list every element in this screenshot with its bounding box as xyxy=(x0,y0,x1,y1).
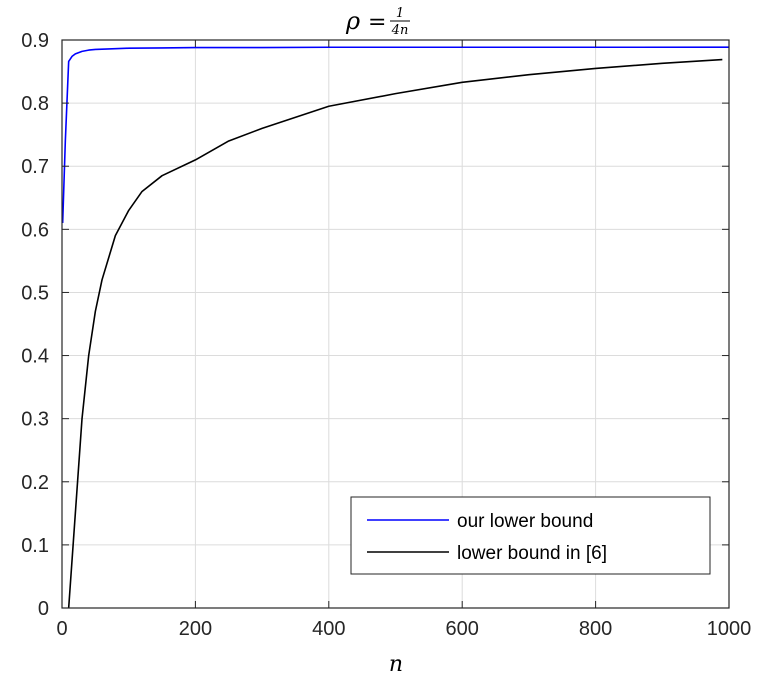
series-lines xyxy=(61,46,730,609)
x-tick-label: 200 xyxy=(179,618,212,640)
x-tick-label: 800 xyxy=(579,618,612,640)
y-tick-label: 0.4 xyxy=(21,346,49,368)
legend-label-our-lower-bound: our lower bound xyxy=(457,511,593,532)
y-tick-label: 0.5 xyxy=(21,282,49,304)
x-tick-labels: 0 200 400 600 800 1000 xyxy=(56,618,751,640)
legend: our lower bound lower bound in [6] xyxy=(350,496,711,575)
axes-box xyxy=(61,39,730,609)
title-lhs: ρ xyxy=(345,7,360,35)
legend-box xyxy=(350,496,711,575)
y-tick-label: 0.8 xyxy=(21,93,49,115)
series-line-0 xyxy=(61,46,730,224)
title-equals: = xyxy=(368,10,386,35)
y-tick-label: 0.7 xyxy=(21,156,49,178)
y-tick-label: 0.9 xyxy=(21,30,49,52)
legend-label-lower-bound-6: lower bound in [6] xyxy=(457,543,607,564)
tick-marks xyxy=(61,39,730,609)
title-numerator: 1 xyxy=(396,6,404,21)
chart-title: ρ = 1 4n xyxy=(345,6,410,38)
title-denominator: 4n xyxy=(391,23,409,38)
x-tick-label: 600 xyxy=(446,618,479,640)
x-tick-label: 0 xyxy=(56,618,67,640)
series-line-1 xyxy=(67,58,723,609)
y-tick-label: 0.1 xyxy=(21,535,49,557)
y-tick-label: 0.6 xyxy=(21,219,49,241)
y-tick-label: 0 xyxy=(38,598,49,620)
x-tick-label: 400 xyxy=(312,618,345,640)
y-tick-label: 0.2 xyxy=(21,472,49,494)
y-tick-labels: 0 0.1 0.2 0.3 0.4 0.5 0.6 0.7 0.8 0.9 xyxy=(21,30,49,620)
x-tick-label: 1000 xyxy=(707,618,752,640)
x-axis-label: n xyxy=(389,652,403,677)
y-tick-label: 0.3 xyxy=(21,409,49,431)
